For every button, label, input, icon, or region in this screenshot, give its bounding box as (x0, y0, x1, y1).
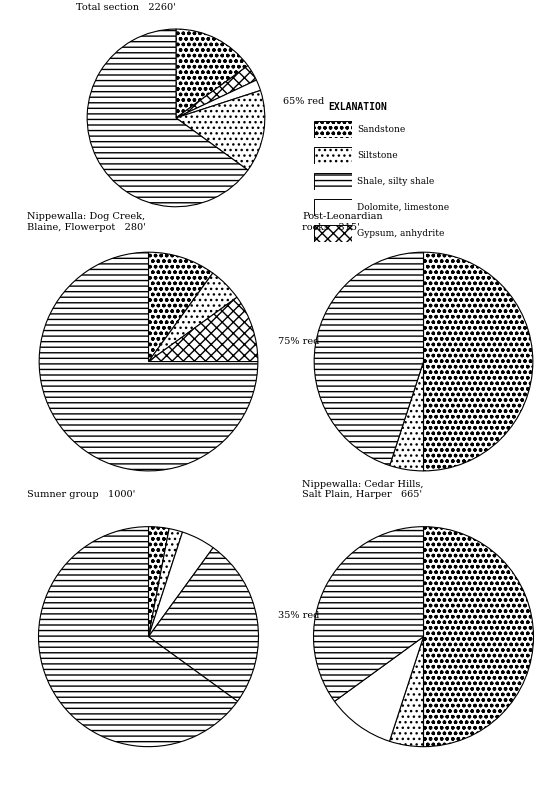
Wedge shape (424, 527, 534, 747)
Text: Post-Leonardian
rocks   315': Post-Leonardian rocks 315' (302, 212, 383, 232)
Text: Nippewalla: Dog Creek,
Blaine, Flowerpot   280': Nippewalla: Dog Creek, Blaine, Flowerpot… (27, 212, 146, 232)
Wedge shape (148, 529, 183, 637)
Text: 65% red: 65% red (283, 97, 324, 106)
Text: Shale, silty shale: Shale, silty shale (358, 177, 434, 186)
Text: 75% red: 75% red (278, 337, 319, 346)
Wedge shape (87, 29, 248, 207)
Wedge shape (39, 527, 238, 747)
Text: Sandstone: Sandstone (358, 125, 406, 134)
Wedge shape (39, 252, 258, 471)
Wedge shape (389, 637, 424, 747)
Wedge shape (148, 532, 213, 637)
Text: EXLANATION: EXLANATION (328, 102, 387, 112)
Text: Dolomite, limestone: Dolomite, limestone (358, 203, 449, 212)
Text: Nippewalla: Cedar Hills,
Salt Plain, Harper   665': Nippewalla: Cedar Hills, Salt Plain, Har… (302, 479, 424, 499)
Wedge shape (176, 90, 265, 170)
Text: Siltstone: Siltstone (358, 151, 398, 160)
Wedge shape (148, 297, 258, 362)
Text: Total section   2260': Total section 2260' (76, 3, 175, 12)
Wedge shape (148, 252, 213, 362)
Wedge shape (148, 548, 258, 701)
Wedge shape (176, 29, 248, 118)
Wedge shape (390, 362, 424, 471)
Wedge shape (148, 273, 237, 362)
Wedge shape (314, 527, 424, 701)
Text: 35% red: 35% red (278, 611, 319, 620)
Text: Sumner group   1000': Sumner group 1000' (27, 490, 135, 499)
Wedge shape (176, 66, 256, 118)
Wedge shape (176, 80, 261, 118)
Wedge shape (148, 527, 169, 637)
Wedge shape (334, 637, 424, 741)
Wedge shape (314, 252, 424, 465)
Text: Gypsum, anhydrite: Gypsum, anhydrite (358, 229, 445, 238)
Wedge shape (424, 252, 533, 471)
